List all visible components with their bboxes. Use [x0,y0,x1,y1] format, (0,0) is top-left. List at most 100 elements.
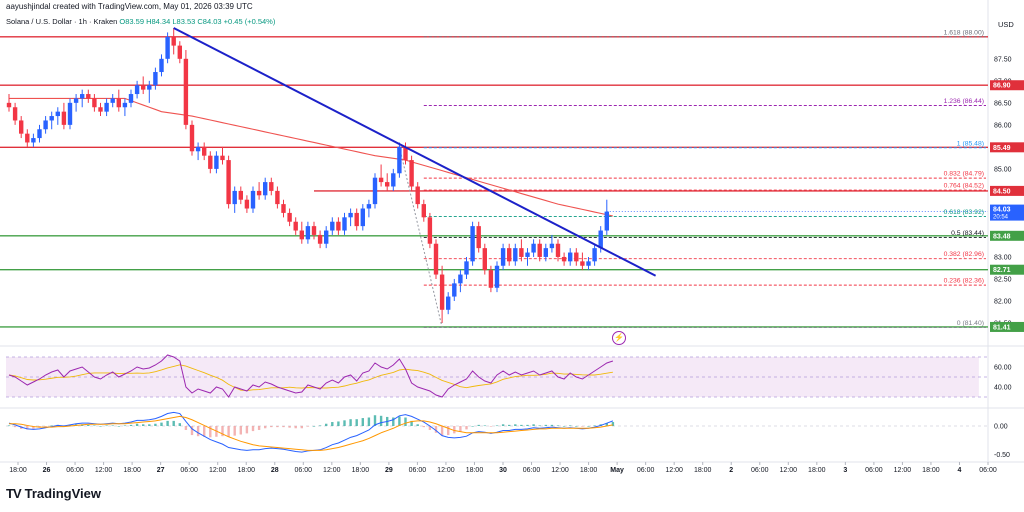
tradingview-logo-icon: TV [6,486,22,501]
trendline [173,27,657,277]
candle-body [43,120,48,130]
candle-body [446,296,451,310]
time-tick-label: 12:00 [95,467,113,474]
candle-body [574,252,579,262]
macd-histogram-bar [349,419,352,426]
macd-histogram-bar [7,425,11,427]
macd-histogram-bar [196,426,200,437]
time-tick-label: 12:00 [551,467,569,474]
macd-histogram-bar [569,425,572,427]
macd-histogram-bar [221,426,224,437]
resistance-price-tag-label: 85.49 [993,145,1011,152]
candle-body [439,274,445,310]
macd-histogram-bar [123,425,127,427]
macd-histogram-bar [489,426,493,427]
resistance-price-tag [990,80,1024,91]
support-price-tag [990,321,1024,332]
macd-histogram-bar [190,426,194,436]
time-tick-label: 06:00 [523,467,541,474]
candle-body [598,230,603,249]
currency-label[interactable]: USD [998,20,1014,29]
fib-level-label: 0.5 (83.44) [951,230,984,237]
tradingview-watermark: TV TradingView [6,486,101,501]
macd-histogram-bar [465,426,468,430]
macd-histogram-bar [264,426,267,429]
macd-histogram-bar [129,424,133,426]
macd-histogram-bar [367,417,371,426]
macd-histogram-bar [501,424,505,426]
macd-histogram-bar [337,421,340,426]
macd-histogram-bar [50,425,53,427]
candle-body [147,85,152,90]
candle-body [452,283,457,297]
time-tick-label: 12:00 [894,467,912,474]
rsi-average-line [8,364,613,392]
lightning-icon[interactable]: ⚡ [612,331,626,345]
macd-histogram-bar [93,425,96,427]
candle-body [433,243,439,275]
time-tick-label: 06:00 [409,467,427,474]
time-tick-label: 18:00 [580,467,598,474]
time-tick-label: 12:00 [323,467,341,474]
candle-body [604,211,609,231]
fib-level-label: 1.236 (86.44) [944,98,984,105]
time-tick-label: 26 [43,467,51,474]
fib-level-label: 1.618 (88.00) [944,29,984,36]
macd-histogram-bar [99,426,102,427]
candle-body [555,243,561,257]
macd-histogram-bar [520,424,523,426]
candle-body [507,248,512,262]
price-tick-label: 82.50 [994,276,1012,283]
macd-histogram-bar [355,419,358,426]
current-price-tag [990,204,1024,221]
macd-histogram-bar [111,425,114,427]
time-tick-label: May [610,467,624,474]
macd-histogram-bar [495,425,499,427]
candle-body [171,36,176,46]
support-price-tag-label: 82.71 [993,267,1011,274]
fib-level-label: 0 (81.40) [957,320,984,327]
candle-body [110,98,115,103]
fib-level-label: 0.382 (82.96) [944,251,984,258]
symbol-title[interactable]: Solana / U.S. Dollar · 1h · Kraken [6,17,118,26]
time-tick-label: 18:00 [808,467,826,474]
candle-body [336,221,341,231]
candle-body [421,204,426,218]
candle-body [202,146,207,156]
macd-histogram-bar [306,426,310,427]
macd-histogram-bar [209,426,212,438]
fib-level-label: 0.832 (84.79) [944,171,984,178]
macd-histogram-bar [288,426,291,428]
macd-histogram-bar [172,420,175,426]
candle-body [324,230,329,244]
candle-body [403,146,408,161]
fib-level-label: 0.764 (84.52) [944,183,984,190]
macd-histogram-bar [544,424,547,426]
resistance-price-tag [990,185,1024,196]
time-tick-label: 18:00 [352,467,370,474]
candle-body [531,243,536,253]
rsi-tick-label: 40.00 [994,385,1012,392]
macd-histogram-bar [392,417,395,426]
macd-histogram-bar [404,417,407,426]
candle-body [134,85,140,95]
price-tick-label: 86.50 [994,100,1012,107]
macd-histogram-bar [245,426,249,434]
candle-body [415,186,420,205]
candle-body [488,270,494,288]
time-tick-label: 12:00 [209,467,227,474]
macd-histogram-bar [184,426,188,430]
macd-tick-label: -0.50 [994,452,1010,459]
macd-histogram-bar [508,424,511,426]
candle-body [372,177,378,205]
support-price-tag-label: 83.48 [993,233,1011,240]
macd-histogram-bar [203,426,206,437]
price-tick-label: 85.00 [994,166,1012,173]
candle-body [287,212,292,222]
macd-histogram-bar [160,422,163,426]
time-tick-label: 3 [843,467,847,474]
macd-histogram-bar [32,426,35,429]
macd-histogram-bar [575,426,578,427]
time-tick-label: 28 [271,467,279,474]
